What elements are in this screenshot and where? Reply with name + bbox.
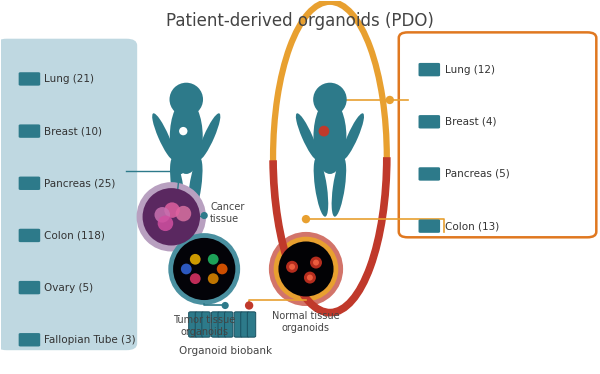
Text: Tumor tissue
organoids: Tumor tissue organoids <box>173 315 235 337</box>
Ellipse shape <box>313 260 319 266</box>
Ellipse shape <box>137 182 206 251</box>
FancyBboxPatch shape <box>195 312 203 337</box>
Text: Fallopian Tube (3): Fallopian Tube (3) <box>44 335 136 345</box>
Ellipse shape <box>170 157 185 217</box>
Ellipse shape <box>289 264 295 270</box>
Ellipse shape <box>158 215 173 231</box>
FancyBboxPatch shape <box>419 115 440 129</box>
FancyBboxPatch shape <box>19 281 40 294</box>
FancyBboxPatch shape <box>247 312 256 337</box>
Ellipse shape <box>217 264 227 275</box>
Ellipse shape <box>332 157 346 217</box>
FancyBboxPatch shape <box>188 312 197 337</box>
FancyBboxPatch shape <box>202 312 210 337</box>
Ellipse shape <box>173 238 235 300</box>
Text: Breast (4): Breast (4) <box>445 117 497 127</box>
Ellipse shape <box>296 113 319 160</box>
Ellipse shape <box>278 242 334 297</box>
Ellipse shape <box>190 254 200 265</box>
Ellipse shape <box>188 157 203 217</box>
Ellipse shape <box>313 99 346 174</box>
FancyBboxPatch shape <box>399 33 596 237</box>
FancyBboxPatch shape <box>419 63 440 76</box>
Ellipse shape <box>341 113 364 160</box>
FancyBboxPatch shape <box>211 312 220 337</box>
FancyBboxPatch shape <box>19 125 40 138</box>
Text: Colon (118): Colon (118) <box>44 230 105 240</box>
Text: Organoid biobank: Organoid biobank <box>179 346 272 356</box>
FancyBboxPatch shape <box>218 312 226 337</box>
FancyBboxPatch shape <box>241 312 249 337</box>
Text: Lung (12): Lung (12) <box>445 65 496 75</box>
Ellipse shape <box>179 127 187 135</box>
Ellipse shape <box>170 83 203 116</box>
Ellipse shape <box>319 126 329 137</box>
Ellipse shape <box>143 188 200 245</box>
Ellipse shape <box>269 232 343 306</box>
Ellipse shape <box>307 275 313 280</box>
Ellipse shape <box>386 96 394 104</box>
Text: Pancreas (25): Pancreas (25) <box>44 178 116 188</box>
Ellipse shape <box>169 233 240 305</box>
Ellipse shape <box>302 215 310 223</box>
Ellipse shape <box>245 301 253 310</box>
Text: Pancreas (5): Pancreas (5) <box>445 169 510 179</box>
Ellipse shape <box>304 272 316 283</box>
Ellipse shape <box>310 257 322 269</box>
Ellipse shape <box>176 167 184 174</box>
Ellipse shape <box>181 264 191 275</box>
FancyBboxPatch shape <box>419 220 440 233</box>
Ellipse shape <box>152 113 175 160</box>
Text: Cancer
tissue: Cancer tissue <box>210 202 245 224</box>
Ellipse shape <box>208 273 218 284</box>
Ellipse shape <box>274 237 338 301</box>
Ellipse shape <box>313 83 347 116</box>
FancyBboxPatch shape <box>19 177 40 190</box>
Text: Lung (21): Lung (21) <box>44 74 94 84</box>
FancyBboxPatch shape <box>19 333 40 346</box>
Ellipse shape <box>154 207 170 223</box>
FancyBboxPatch shape <box>19 229 40 242</box>
Text: Colon (13): Colon (13) <box>445 221 500 231</box>
Text: Patient-derived organoids (PDO): Patient-derived organoids (PDO) <box>166 12 434 30</box>
Ellipse shape <box>197 113 220 160</box>
Text: Normal tissue
organoids: Normal tissue organoids <box>272 312 340 333</box>
Ellipse shape <box>190 273 200 284</box>
FancyBboxPatch shape <box>19 72 40 86</box>
Ellipse shape <box>221 302 229 309</box>
Text: Breast (10): Breast (10) <box>44 126 103 136</box>
Ellipse shape <box>170 99 203 174</box>
Ellipse shape <box>164 202 180 218</box>
FancyBboxPatch shape <box>0 39 137 350</box>
Ellipse shape <box>208 254 218 265</box>
Ellipse shape <box>286 261 298 273</box>
FancyBboxPatch shape <box>419 167 440 181</box>
Ellipse shape <box>200 212 208 219</box>
Ellipse shape <box>314 157 328 217</box>
Text: Ovary (5): Ovary (5) <box>44 283 94 292</box>
FancyBboxPatch shape <box>234 312 242 337</box>
FancyBboxPatch shape <box>224 312 233 337</box>
Ellipse shape <box>176 206 191 221</box>
